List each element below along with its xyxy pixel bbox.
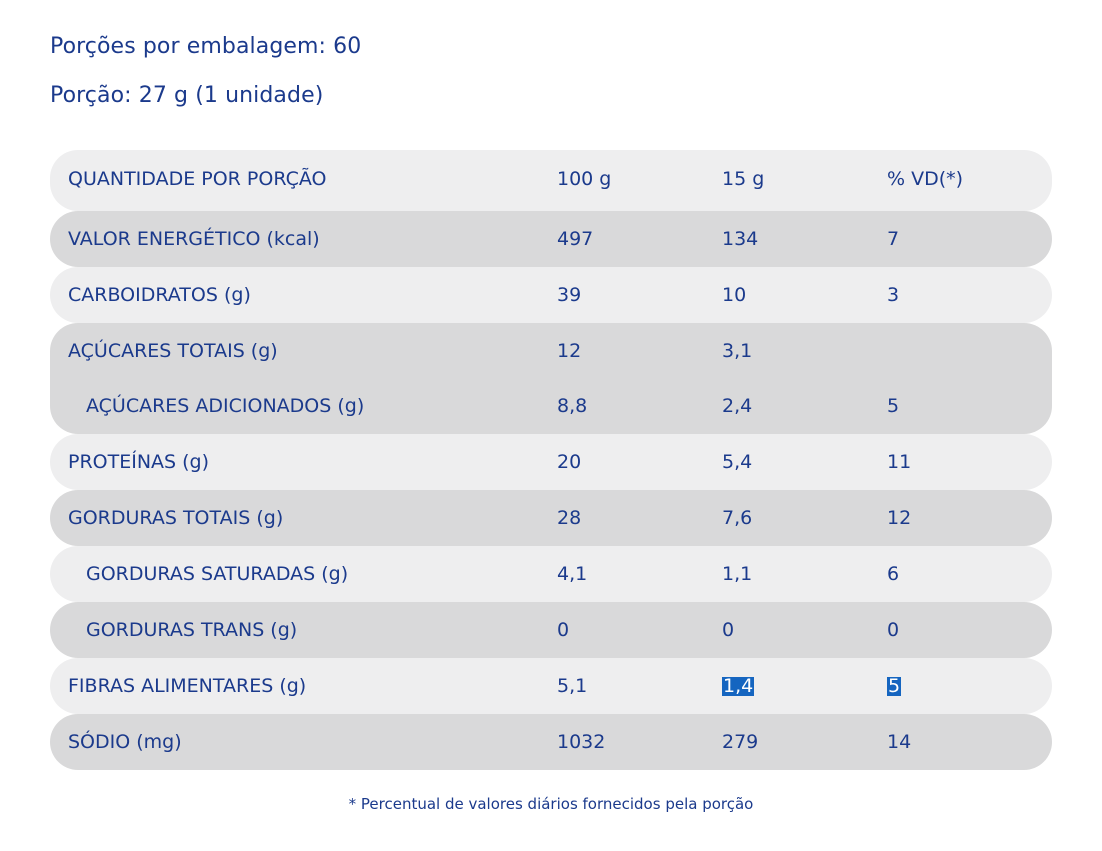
- value-100g: 1032: [557, 731, 606, 753]
- value-100g: 8,8: [557, 395, 588, 417]
- value-vd: 12: [887, 507, 912, 529]
- row-label: CARBOIDRATOS (g): [68, 284, 251, 306]
- row-label: AÇÚCARES TOTAIS (g): [68, 340, 278, 362]
- row-label: SÓDIO (mg): [68, 731, 182, 753]
- value-15g: 134: [722, 228, 759, 250]
- value-15g: 3,1: [722, 340, 753, 362]
- servings-per-package: Porções por embalagem: 60: [50, 34, 362, 59]
- row-label-sub: AÇÚCARES ADICIONADOS (g): [86, 395, 365, 417]
- value-vd: 0: [887, 619, 900, 641]
- value-100g: 4,1: [557, 563, 588, 585]
- value-vd-selected[interactable]: 5: [887, 675, 902, 697]
- table-row-total-fat: GORDURAS TOTAIS (g) 28 7,6 12: [50, 490, 1052, 546]
- value-vd: 5: [887, 395, 900, 417]
- value-15g: 1,1: [722, 563, 753, 585]
- row-label-sub: GORDURAS SATURADAS (g): [86, 563, 349, 585]
- table-header-row: QUANTIDADE POR PORÇÃO 100 g 15 g % VD(*): [50, 150, 1052, 211]
- table-row-protein: PROTEÍNAS (g) 20 5,4 11: [50, 434, 1052, 490]
- value-100g: 20: [557, 451, 582, 473]
- value-100g: 5,1: [557, 675, 588, 697]
- value-100g: 497: [557, 228, 594, 250]
- header-vd: % VD(*): [887, 168, 964, 190]
- row-label: VALOR ENERGÉTICO (kcal): [68, 228, 320, 250]
- value-100g: 28: [557, 507, 582, 529]
- header-100g: 100 g: [557, 168, 612, 190]
- serving-size: Porção: 27 g (1 unidade): [50, 83, 324, 108]
- table-row-sugars: AÇÚCARES TOTAIS (g) 12 3,1 AÇÚCARES ADIC…: [50, 323, 1052, 434]
- table-row-energy: VALOR ENERGÉTICO (kcal) 497 134 7: [50, 211, 1052, 267]
- row-label: PROTEÍNAS (g): [68, 451, 210, 473]
- value-vd: 7: [887, 228, 900, 250]
- row-label: GORDURAS TOTAIS (g): [68, 507, 284, 529]
- value-100g: 12: [557, 340, 582, 362]
- value-15g: 2,4: [722, 395, 753, 417]
- footnote: * Percentual de valores diários fornecid…: [348, 795, 754, 813]
- value-15g: 7,6: [722, 507, 753, 529]
- value-100g: 39: [557, 284, 582, 306]
- value-vd: 6: [887, 563, 900, 585]
- value-15g: 5,4: [722, 451, 753, 473]
- table-row-saturated-fat: GORDURAS SATURADAS (g) 4,1 1,1 6: [50, 546, 1052, 602]
- value-100g: 0: [557, 619, 570, 641]
- header-quantity-label: QUANTIDADE POR PORÇÃO: [68, 168, 327, 190]
- value-vd: 11: [887, 451, 912, 473]
- table-row-sodium: SÓDIO (mg) 1032 279 14: [50, 714, 1052, 770]
- value-vd: 14: [887, 731, 912, 753]
- row-label-sub: GORDURAS TRANS (g): [86, 619, 298, 641]
- row-label: FIBRAS ALIMENTARES (g): [68, 675, 307, 697]
- value-vd: 3: [887, 284, 900, 306]
- table-row-fiber: FIBRAS ALIMENTARES (g) 5,1 1,4 5: [50, 658, 1052, 714]
- header-15g: 15 g: [722, 168, 765, 190]
- table-row-trans-fat: GORDURAS TRANS (g) 0 0 0: [50, 602, 1052, 658]
- nutrition-table: QUANTIDADE POR PORÇÃO 100 g 15 g % VD(*)…: [50, 150, 1052, 770]
- value-15g: 10: [722, 284, 747, 306]
- value-15g: 0: [722, 619, 735, 641]
- value-15g-selected[interactable]: 1,4: [722, 675, 755, 697]
- value-15g: 279: [722, 731, 759, 753]
- table-row-carbs: CARBOIDRATOS (g) 39 10 3: [50, 267, 1052, 323]
